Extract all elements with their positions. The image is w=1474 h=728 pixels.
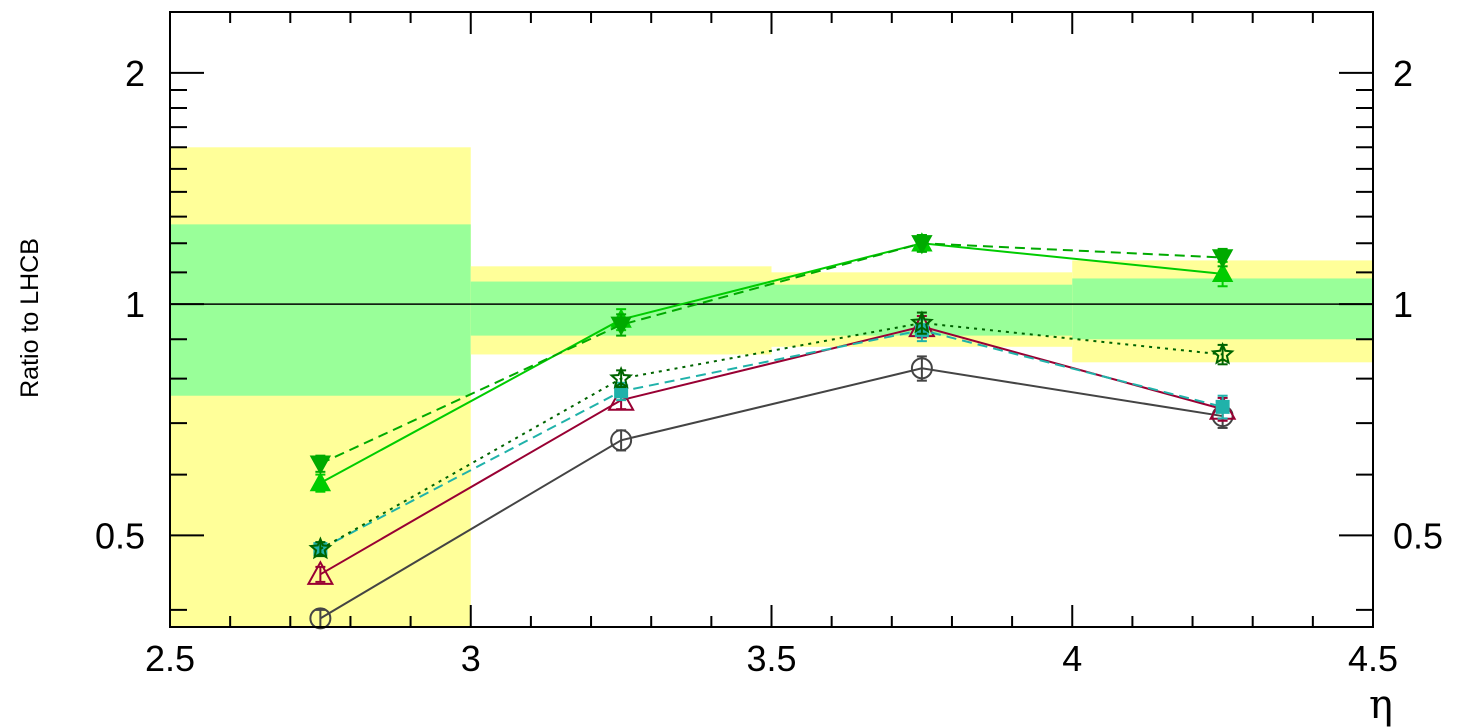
y-tick-label-left-2: 2 — [125, 53, 145, 94]
series-5-line — [319, 242, 1223, 465]
series-2-point-3 — [1215, 399, 1230, 414]
x-tick-label-1: 3 — [461, 638, 481, 679]
series-3-line — [319, 321, 1223, 550]
series-3-point-2 — [909, 310, 934, 334]
series-5-point-2 — [911, 235, 933, 255]
series-5-point-0 — [309, 455, 332, 475]
series-5-point-3 — [1211, 249, 1234, 269]
series-0-point-0 — [309, 607, 332, 630]
x-tick-label-4: 4.5 — [1348, 638, 1398, 679]
x-tick-label-0: 2.5 — [145, 638, 195, 679]
uncertainty-bands — [170, 147, 1373, 627]
y-tick-label-left-1: 1 — [125, 284, 145, 325]
series-3 — [308, 310, 1235, 560]
series-1-point-0 — [306, 560, 335, 585]
y-tick-label-right-0: 0.5 — [1393, 515, 1443, 556]
series-4-point-3 — [1211, 262, 1234, 283]
series-0-line — [319, 367, 1223, 620]
y-tick-label-right-2: 2 — [1393, 53, 1413, 94]
series-2-line — [319, 329, 1223, 550]
x-axis-title: η — [1369, 682, 1393, 728]
y-axis-title: Ratio to LHCB — [16, 238, 44, 398]
y-tick-label-left-0: 0.5 — [95, 515, 145, 556]
inner-band-0 — [170, 224, 471, 396]
y-tick-label-right-1: 1 — [1393, 284, 1413, 325]
series-3-point-0 — [308, 536, 333, 560]
axis-ticks — [169, 12, 1374, 627]
series-4-point-0 — [309, 471, 332, 492]
series-5 — [309, 234, 1234, 475]
series-3-point-3 — [1210, 341, 1235, 365]
series-4-line — [319, 242, 1223, 484]
x-tick-label-3: 4 — [1062, 638, 1082, 679]
x-tick-label-2: 3.5 — [746, 638, 796, 679]
inner-band-3 — [1072, 278, 1373, 340]
series-2 — [313, 318, 1230, 558]
series-5-point-1 — [610, 316, 632, 336]
series-1-point-1 — [607, 386, 635, 411]
series-0-point-2 — [910, 357, 933, 380]
series-0-point-1 — [610, 429, 633, 452]
series-3-point-1 — [609, 365, 634, 389]
tick-labels: 2.5 3 3.5 4 4.5 0.5 0.5 1 1 2 2 — [95, 53, 1443, 679]
